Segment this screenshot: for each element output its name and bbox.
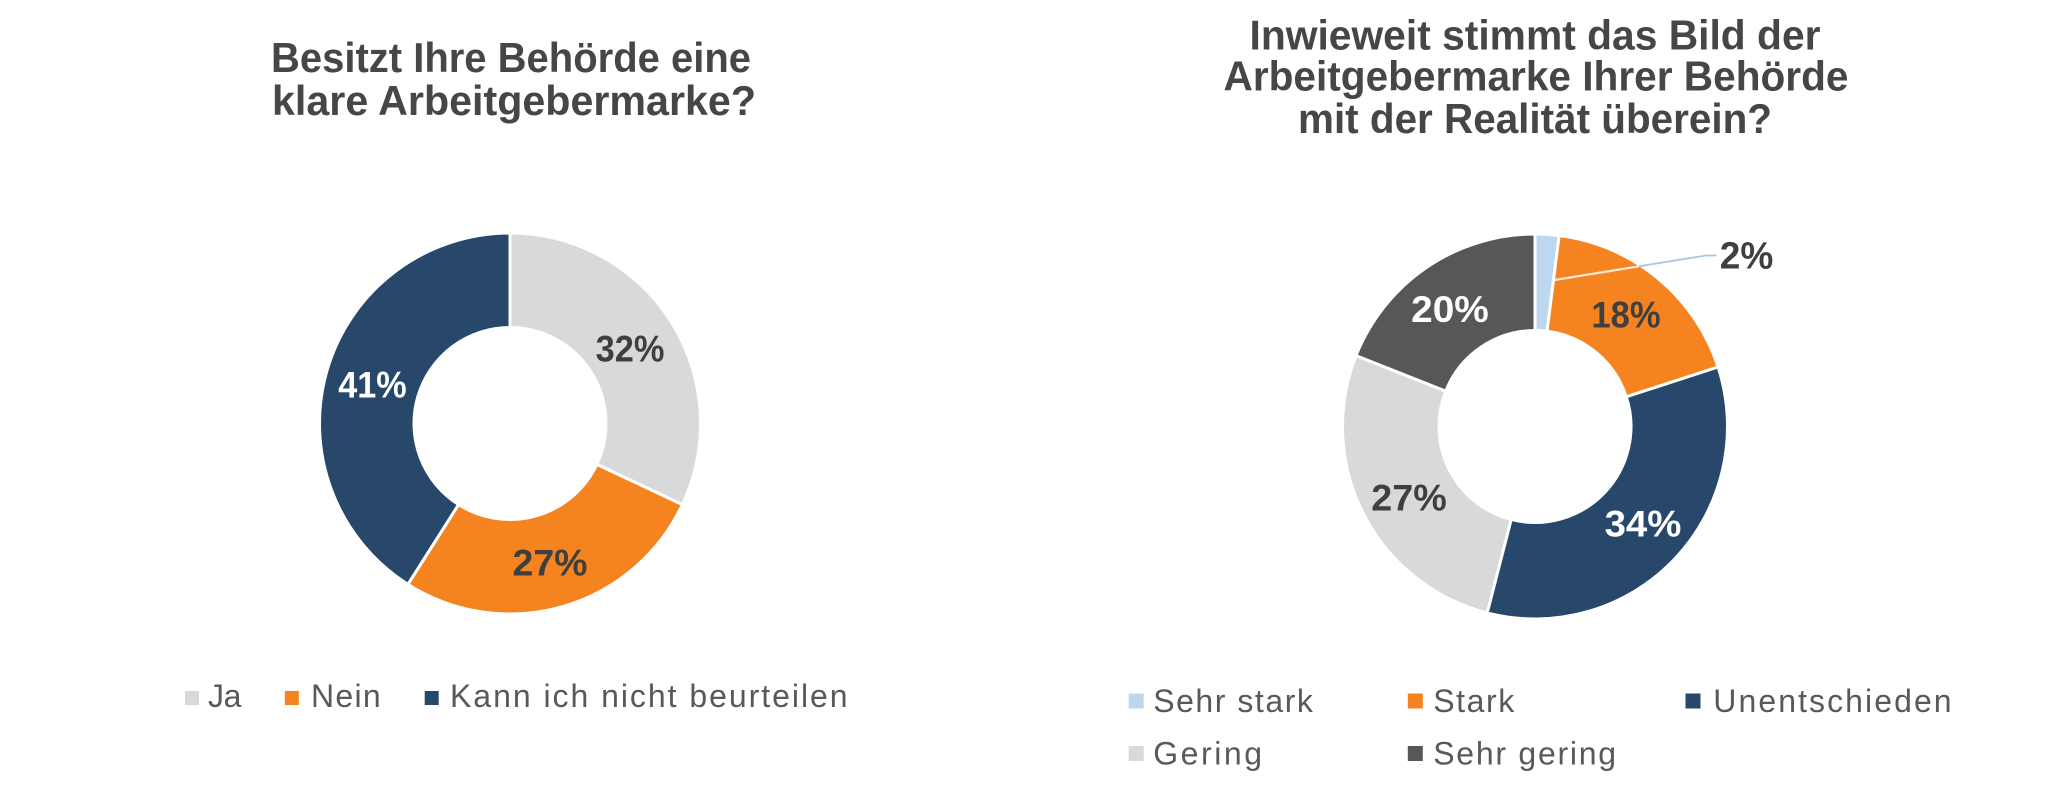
svg-text:Gering: Gering [1153, 736, 1262, 772]
svg-text:20%: 20% [1411, 289, 1489, 330]
svg-text:Ja: Ja [208, 678, 242, 714]
svg-text:27%: 27% [1371, 478, 1446, 519]
svg-text:Arbeitgebermarke Ihrer Behörde: Arbeitgebermarke Ihrer Behörde [1224, 53, 1849, 100]
svg-text:Kann ich nicht beurteilen: Kann ich nicht beurteilen [450, 678, 848, 714]
svg-text:34%: 34% [1605, 504, 1682, 545]
svg-text:32%: 32% [596, 329, 665, 370]
svg-text:Sehr gering: Sehr gering [1433, 736, 1616, 772]
svg-text:2%: 2% [1720, 236, 1774, 278]
svg-text:klare Arbeitgebermarke?: klare Arbeitgebermarke? [272, 77, 756, 124]
svg-text:27%: 27% [513, 543, 588, 584]
svg-text:Stark: Stark [1433, 683, 1515, 719]
svg-text:18%: 18% [1591, 295, 1660, 336]
svg-text:Unentschieden: Unentschieden [1713, 683, 1951, 719]
svg-text:mit der Realität überein?: mit der Realität überein? [1298, 95, 1772, 142]
svg-text:41%: 41% [338, 365, 406, 406]
svg-text:Besitzt Ihre Behörde eine: Besitzt Ihre Behörde eine [271, 34, 751, 81]
svg-text:Inwieweit stimmt das Bild der: Inwieweit stimmt das Bild der [1250, 12, 1821, 59]
svg-text:Sehr stark: Sehr stark [1153, 683, 1314, 719]
svg-text:Nein: Nein [311, 678, 381, 714]
